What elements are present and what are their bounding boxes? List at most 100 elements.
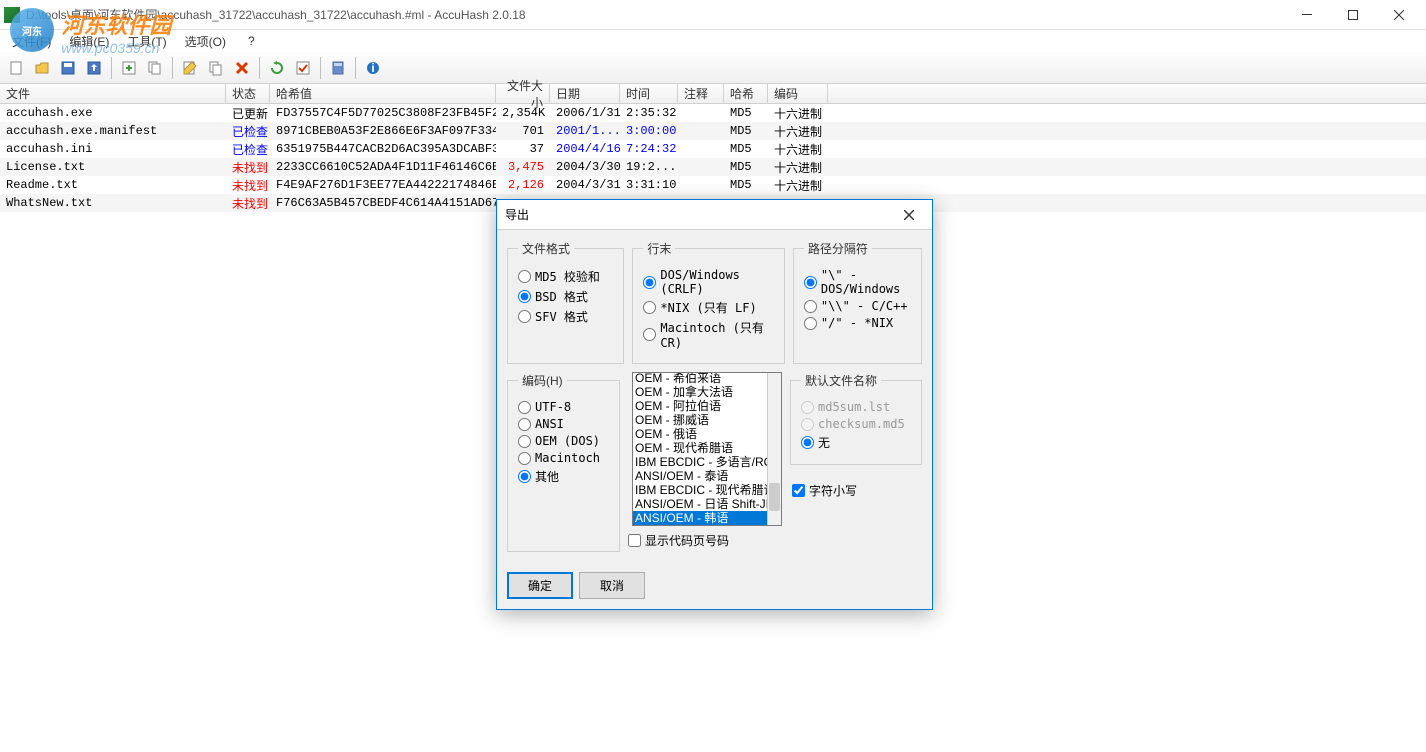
menu-file[interactable]: 文件(F) (4, 31, 59, 52)
cell-status: 已更新 (226, 104, 270, 123)
cell-date: 2001/1... (550, 123, 620, 139)
radio-option[interactable]: "\\" - C/C++ (804, 299, 911, 313)
list-item[interactable]: OEM - 挪威语 (633, 413, 767, 427)
radio-input[interactable] (518, 418, 531, 431)
radio-option[interactable]: 无 (801, 434, 911, 451)
radio-option[interactable]: "/" - *NIX (804, 316, 911, 330)
show-codepage-input[interactable] (628, 534, 641, 547)
lowercase-checkbox[interactable]: 字符小写 (790, 476, 922, 505)
fieldset-pathsep: 路径分隔符 "\" - DOS/Windows"\\" - C/C++"/" -… (793, 240, 922, 364)
radio-input[interactable] (643, 328, 656, 341)
add-files-icon[interactable] (143, 56, 167, 80)
list-item[interactable]: OEM - 希伯来语 (633, 372, 767, 385)
radio-input[interactable] (804, 276, 817, 289)
list-item[interactable]: OEM - 现代希腊语 (633, 441, 767, 455)
dialog-titlebar[interactable]: 导出 (497, 200, 932, 230)
scrollbar[interactable] (767, 373, 781, 525)
radio-input[interactable] (518, 470, 531, 483)
radio-option[interactable]: SFV 格式 (518, 308, 613, 325)
col-status[interactable]: 状态 (226, 84, 270, 103)
radio-option[interactable]: DOS/Windows (CRLF) (643, 268, 773, 296)
col-date[interactable]: 日期 (550, 84, 620, 103)
col-note[interactable]: 注释 (678, 84, 724, 103)
add-icon[interactable] (117, 56, 141, 80)
cell-note (678, 166, 724, 168)
delete-icon[interactable] (230, 56, 254, 80)
radio-option[interactable]: ANSI (518, 417, 609, 431)
radio-input[interactable] (518, 452, 531, 465)
col-encoding[interactable]: 编码 (768, 84, 828, 103)
radio-input[interactable] (804, 317, 817, 330)
menu-tools[interactable]: 工具(T) (119, 31, 174, 52)
export-icon[interactable] (82, 56, 106, 80)
radio-option[interactable]: BSD 格式 (518, 288, 613, 305)
table-row[interactable]: accuhash.exe已更新FD37557C4F5D77025C3808F23… (0, 104, 1426, 122)
col-time[interactable]: 时间 (620, 84, 678, 103)
scroll-thumb[interactable] (769, 483, 780, 511)
col-file[interactable]: 文件 (0, 84, 226, 103)
radio-input[interactable] (801, 436, 814, 449)
dialog-close-button[interactable] (894, 203, 924, 227)
cell-enc: 十六进制 (768, 140, 828, 159)
encoding-listbox[interactable]: OEM - 希伯来语OEM - 加拿大法语OEM - 阿拉伯语OEM - 挪威语… (632, 372, 782, 526)
open-icon[interactable] (30, 56, 54, 80)
ok-button[interactable]: 确定 (507, 572, 573, 599)
menu-help[interactable]: ? (240, 32, 263, 50)
fieldset-encoding: 编码(H) UTF-8ANSIOEM (DOS)Macintoch其他 (507, 372, 620, 552)
radio-input[interactable] (518, 435, 531, 448)
fieldset-format: 文件格式 MD5 校验和BSD 格式SFV 格式 (507, 240, 624, 364)
menu-options[interactable]: 选项(O) (177, 31, 234, 52)
radio-input[interactable] (643, 301, 656, 314)
table-row[interactable]: Readme.txt未找到F4E9AF276D1F3EE77EA44222174… (0, 176, 1426, 194)
list-item[interactable]: ANSI/OEM - 韩语 (633, 511, 767, 525)
radio-option[interactable]: Macintoch (518, 451, 609, 465)
dialog-title: 导出 (505, 206, 894, 223)
copy-icon[interactable] (204, 56, 228, 80)
list-item[interactable]: IBM EBCDIC - 多语言/ROEC (633, 455, 767, 469)
cell-hash: 2233CC6610C52ADA4F1D11F46146C6BE (270, 159, 496, 175)
list-item[interactable]: OEM - 俄语 (633, 427, 767, 441)
radio-option[interactable]: Macintoch (只有 CR) (643, 319, 773, 350)
refresh-icon[interactable] (265, 56, 289, 80)
new-icon[interactable] (4, 56, 28, 80)
col-size[interactable]: 文件大小 (496, 84, 550, 103)
table-row[interactable]: accuhash.ini已检查6351975B447CACB2D6AC395A3… (0, 140, 1426, 158)
close-button[interactable] (1376, 0, 1422, 30)
radio-input[interactable] (804, 300, 817, 313)
radio-option[interactable]: OEM (DOS) (518, 434, 609, 448)
radio-input[interactable] (518, 270, 531, 283)
list-item[interactable]: ANSI/OEM - 日语 Shift-JI (633, 497, 767, 511)
fieldset-defaultname: 默认文件名称 md5sum.lstchecksum.md5无 (790, 372, 922, 465)
radio-option[interactable]: "\" - DOS/Windows (804, 268, 911, 296)
minimize-button[interactable] (1284, 0, 1330, 30)
cell-note (678, 148, 724, 150)
table-row[interactable]: License.txt未找到2233CC6610C52ADA4F1D11F461… (0, 158, 1426, 176)
radio-label: Macintoch (只有 CR) (660, 319, 773, 350)
col-hash[interactable]: 哈希值 (270, 84, 496, 103)
radio-input[interactable] (518, 310, 531, 323)
radio-input[interactable] (643, 276, 656, 289)
radio-input[interactable] (518, 290, 531, 303)
list-item[interactable]: OEM - 阿拉伯语 (633, 399, 767, 413)
list-item[interactable]: ANSI/OEM - 泰语 (633, 469, 767, 483)
radio-input[interactable] (518, 401, 531, 414)
separator (172, 57, 173, 79)
col-algo[interactable]: 哈希 (724, 84, 768, 103)
list-item[interactable]: IBM EBCDIC - 现代希腊语 (633, 483, 767, 497)
calculator-icon[interactable] (326, 56, 350, 80)
list-item[interactable]: OEM - 加拿大法语 (633, 385, 767, 399)
table-row[interactable]: accuhash.exe.manifest已检查8971CBEB0A53F2E8… (0, 122, 1426, 140)
maximize-button[interactable] (1330, 0, 1376, 30)
radio-option[interactable]: *NIX (只有 LF) (643, 299, 773, 316)
radio-option[interactable]: MD5 校验和 (518, 268, 613, 285)
show-codepage-checkbox[interactable]: 显示代码页号码 (628, 532, 782, 549)
save-icon[interactable] (56, 56, 80, 80)
edit-icon[interactable] (178, 56, 202, 80)
verify-icon[interactable] (291, 56, 315, 80)
menu-edit[interactable]: 编辑(E) (61, 31, 117, 52)
radio-option[interactable]: UTF-8 (518, 400, 609, 414)
cancel-button[interactable]: 取消 (579, 572, 645, 599)
lowercase-input[interactable] (792, 484, 805, 497)
radio-option[interactable]: 其他 (518, 468, 609, 485)
info-icon[interactable]: i (361, 56, 385, 80)
